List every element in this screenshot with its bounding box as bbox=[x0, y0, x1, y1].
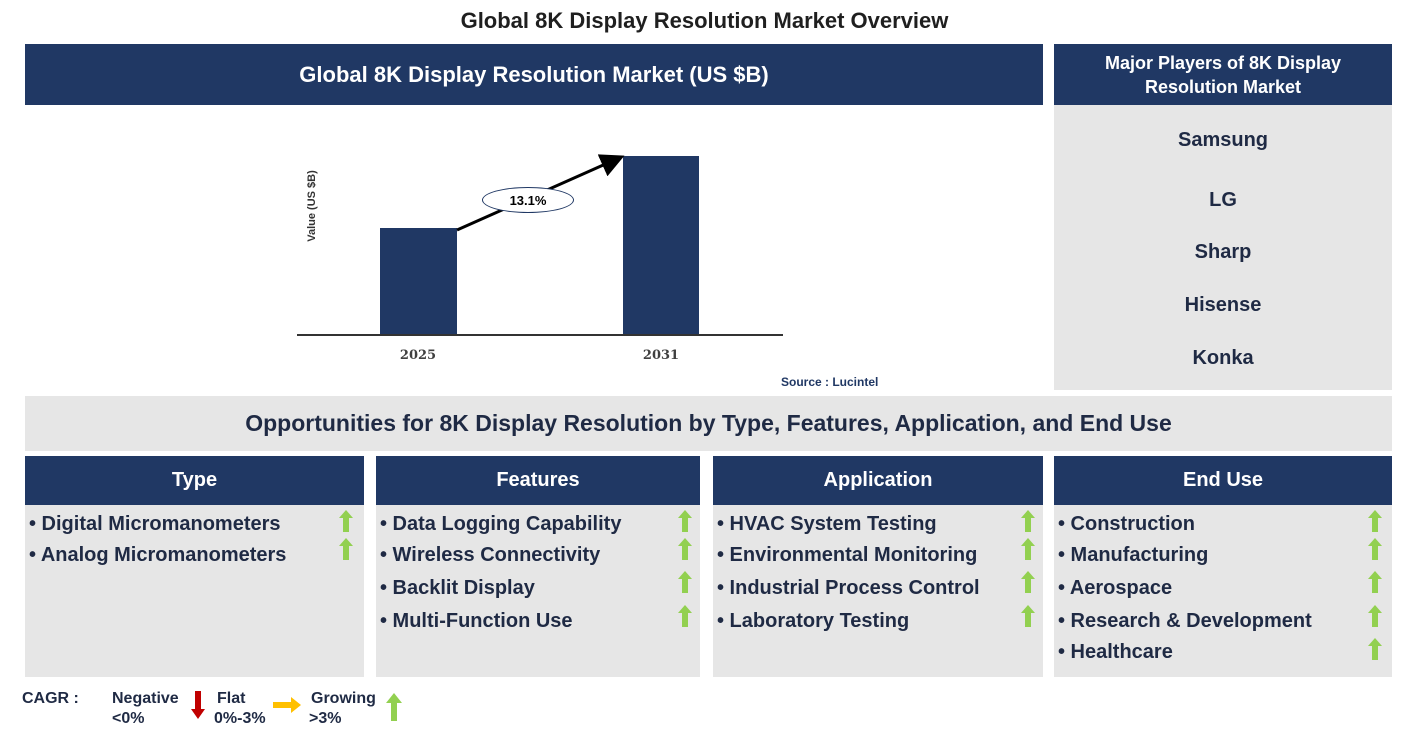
list-item: • Analog Micromanometers bbox=[29, 544, 287, 566]
growing-arrow-icon bbox=[1368, 538, 1382, 560]
legend-negative-range: <0% bbox=[112, 710, 145, 727]
down-arrow-icon bbox=[191, 691, 205, 719]
cagr-badge: 13.1% bbox=[482, 187, 574, 213]
opportunities-title: Opportunities for 8K Display Resolution … bbox=[25, 396, 1392, 451]
legend-negative-name: Negative bbox=[112, 690, 179, 707]
list-item: • Aerospace bbox=[1058, 577, 1173, 599]
column-header-end-use: End Use bbox=[1054, 456, 1392, 505]
x-axis-line bbox=[297, 334, 783, 336]
cagr-arrow-icon bbox=[456, 154, 625, 232]
legend-growing-name: Growing bbox=[311, 690, 376, 707]
list-item: • Healthcare bbox=[1058, 641, 1173, 663]
list-item: • Environmental Monitoring bbox=[717, 544, 978, 566]
page-title: Global 8K Display Resolution Market Over… bbox=[460, 8, 949, 33]
column-header-type: Type bbox=[25, 456, 364, 505]
legend-growing-range: >3% bbox=[309, 710, 342, 727]
up-arrow-icon bbox=[386, 693, 402, 721]
growing-arrow-icon bbox=[1368, 605, 1382, 627]
column-header-application: Application bbox=[713, 456, 1043, 505]
column-features: • Data Logging Capability • Wireless Con… bbox=[376, 505, 700, 677]
list-item: • Research & Development bbox=[1058, 610, 1312, 632]
list-item: • Data Logging Capability bbox=[380, 513, 622, 535]
source-label: Source : Lucintel bbox=[781, 375, 879, 389]
growing-arrow-icon bbox=[1021, 538, 1035, 560]
list-item: • Digital Micromanometers bbox=[29, 513, 281, 535]
right-arrow-icon bbox=[273, 697, 301, 713]
list-item: • Industrial Process Control bbox=[717, 577, 980, 599]
growing-arrow-icon bbox=[1368, 510, 1382, 532]
list-item: • HVAC System Testing bbox=[717, 513, 937, 535]
list-item: • Laboratory Testing bbox=[717, 610, 910, 632]
x-tick-2025: 2025 bbox=[399, 348, 437, 363]
growing-arrow-icon bbox=[678, 605, 692, 627]
player-item: LG bbox=[1209, 189, 1237, 211]
column-type: • Digital Micromanometers • Analog Micro… bbox=[25, 505, 364, 677]
list-item: • Backlit Display bbox=[380, 577, 535, 599]
player-item: Konka bbox=[1192, 347, 1254, 369]
player-item: Samsung bbox=[1177, 129, 1269, 151]
market-chart-header: Global 8K Display Resolution Market (US … bbox=[25, 44, 1043, 105]
column-end-use: • Construction • Manufacturing • Aerospa… bbox=[1054, 505, 1392, 677]
legend-label: CAGR : bbox=[22, 690, 79, 707]
list-item: • Manufacturing bbox=[1058, 544, 1209, 566]
legend-flat-name: Flat bbox=[217, 690, 246, 707]
list-item: • Wireless Connectivity bbox=[380, 544, 601, 566]
player-item: Hisense bbox=[1184, 294, 1262, 316]
growing-arrow-icon bbox=[1368, 571, 1382, 593]
column-application: • HVAC System Testing • Environmental Mo… bbox=[713, 505, 1043, 677]
bar-2031 bbox=[623, 156, 699, 335]
bar-2025 bbox=[380, 228, 457, 335]
growing-arrow-icon bbox=[1021, 605, 1035, 627]
growing-arrow-icon bbox=[1021, 510, 1035, 532]
players-header: Major Players of 8K Display Resolution M… bbox=[1054, 44, 1392, 105]
x-tick-2031: 2031 bbox=[642, 348, 680, 363]
growing-arrow-icon bbox=[1021, 571, 1035, 593]
growing-arrow-icon bbox=[678, 571, 692, 593]
bar-chart: Value (US $B) 2025 2031 13.1% Source : L… bbox=[25, 105, 1043, 390]
growing-arrow-icon bbox=[678, 510, 692, 532]
player-item: Sharp bbox=[1194, 241, 1252, 263]
list-item: • Multi-Function Use bbox=[380, 610, 573, 632]
legend-flat-range: 0%-3% bbox=[214, 710, 266, 727]
list-item: • Construction bbox=[1058, 513, 1195, 535]
growing-arrow-icon bbox=[339, 538, 353, 560]
growing-arrow-icon bbox=[1368, 638, 1382, 660]
players-list: Samsung LG Sharp Hisense Konka bbox=[1054, 105, 1392, 390]
growing-arrow-icon bbox=[339, 510, 353, 532]
column-header-features: Features bbox=[376, 456, 700, 505]
growing-arrow-icon bbox=[678, 538, 692, 560]
